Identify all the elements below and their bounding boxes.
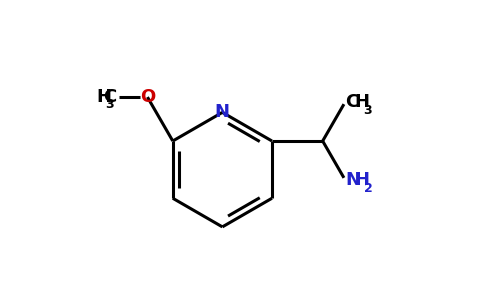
Text: 3: 3: [363, 103, 372, 117]
Text: C: C: [103, 88, 116, 106]
Text: N: N: [346, 172, 361, 190]
Text: 3: 3: [105, 98, 114, 111]
Text: H: H: [355, 172, 370, 190]
Text: H: H: [355, 93, 370, 111]
Text: 2: 2: [363, 182, 372, 196]
Text: C: C: [346, 93, 359, 111]
Text: N: N: [215, 103, 230, 122]
Text: O: O: [140, 88, 155, 106]
Text: H: H: [96, 88, 111, 106]
